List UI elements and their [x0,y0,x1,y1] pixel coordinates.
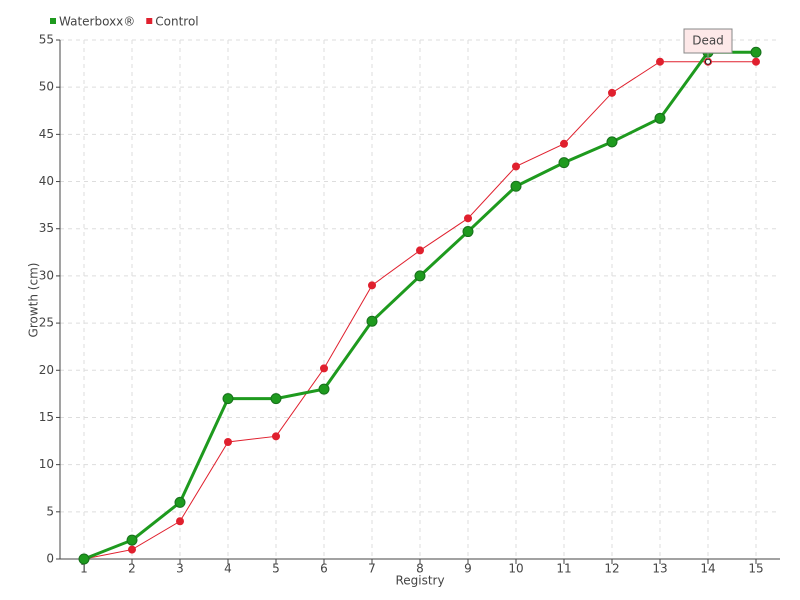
x-tick-label: 2 [128,562,136,576]
point [320,364,328,373]
y-tick-label: 10 [39,457,54,471]
x-tick-label: 10 [508,562,523,576]
point [176,517,184,526]
legend-swatch [146,18,153,24]
point [656,57,664,66]
point [752,57,760,66]
x-tick-label: 3 [176,562,184,576]
x-tick-label: 7 [368,562,376,576]
y-tick-label: 5 [46,504,54,518]
point [512,162,520,171]
y-tick-label: 20 [39,363,54,377]
y-axis-label: Growth (cm) [27,263,41,338]
annotation-label: Dead [692,34,724,48]
y-tick-label: 0 [46,552,54,566]
point [366,315,378,327]
x-tick-label: 9 [464,562,472,576]
point [750,46,762,58]
y-tick-label: 45 [39,127,54,141]
y-tick-label: 40 [39,174,54,188]
x-axis-label: Registry [395,574,444,588]
point [128,545,136,554]
legend-label: Waterboxx® [59,15,135,29]
point [222,393,234,405]
x-tick-label: 14 [700,562,715,576]
point [126,534,138,546]
point [368,281,376,290]
y-tick-label: 50 [39,80,54,94]
point [606,136,618,148]
legend-label: Control [155,15,198,29]
x-tick-label: 12 [604,562,619,576]
point [416,246,424,255]
y-tick-label: 35 [39,221,54,235]
point [272,432,280,441]
y-tick-label: 30 [39,268,54,282]
point [270,393,282,405]
point [78,553,90,565]
x-tick-label: 13 [652,562,667,576]
x-tick-label: 15 [748,562,763,576]
point [654,112,666,124]
y-tick-label: 55 [39,33,54,47]
point [608,88,616,97]
point [224,437,232,446]
point [318,383,330,395]
legend-swatch [50,18,56,24]
x-tick-label: 8 [416,562,424,576]
x-tick-label: 1 [80,562,88,576]
x-tick-label: 5 [272,562,280,576]
point [414,270,426,282]
x-tick-label: 4 [224,562,232,576]
point [558,157,570,169]
point [464,214,472,223]
x-tick-label: 6 [320,562,328,576]
point [174,496,186,508]
y-tick-label: 25 [39,316,54,330]
point [560,139,568,148]
annotation-point [705,58,711,65]
annotation-box [683,28,733,54]
y-tick-label: 15 [39,410,54,424]
point [462,226,474,238]
point [510,180,522,192]
x-tick-label: 11 [556,562,571,576]
